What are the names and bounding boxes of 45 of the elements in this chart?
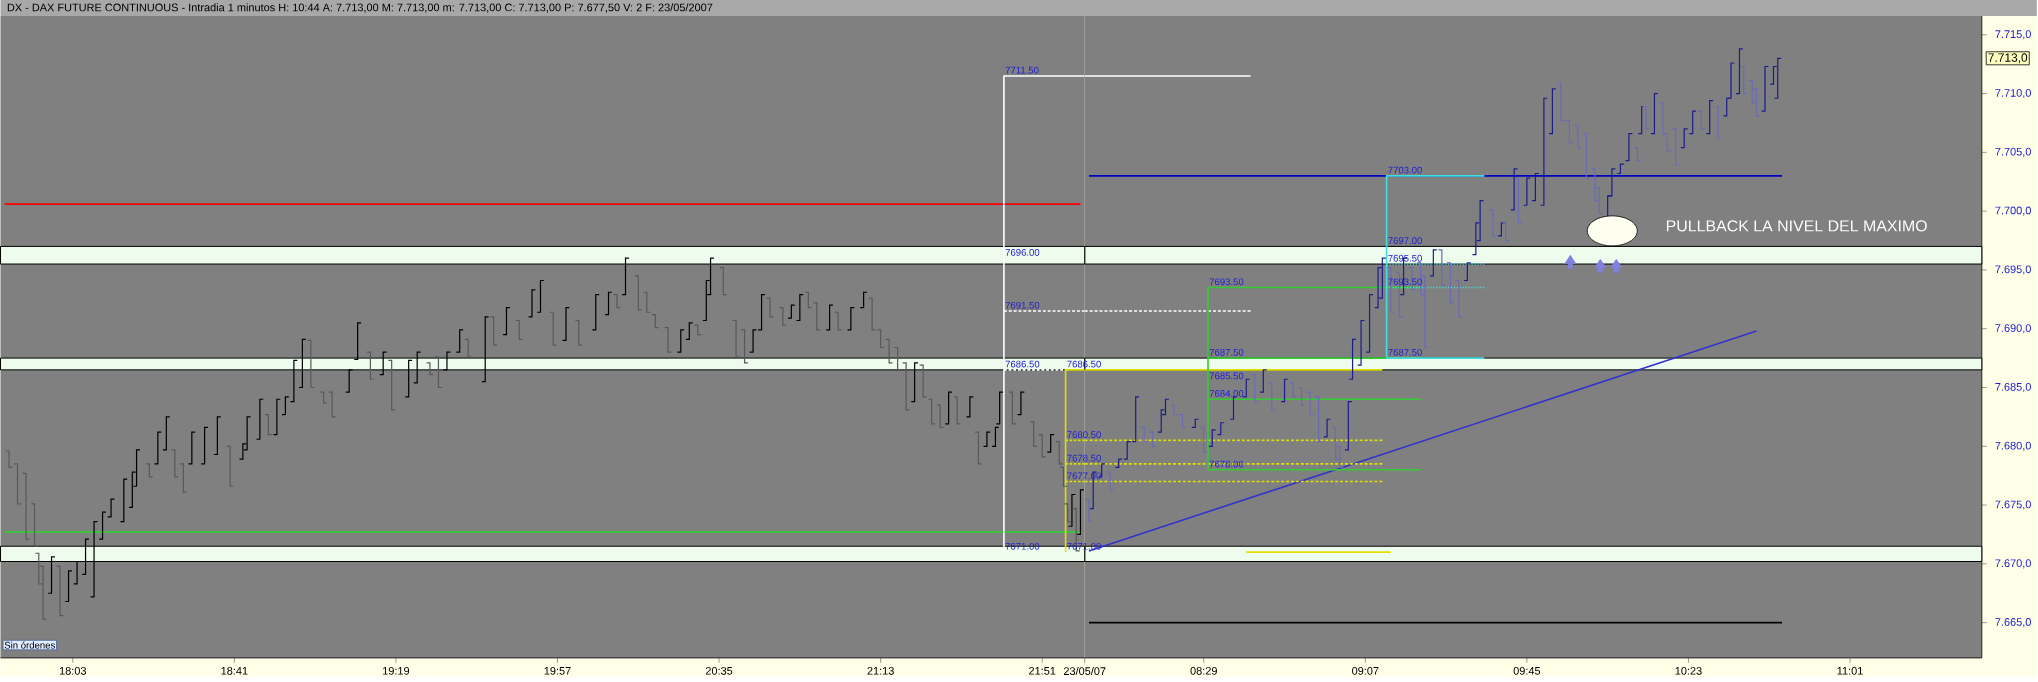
y-tick-label: 7.675,0: [1995, 500, 2031, 510]
y-tick-label: 7.695,0: [1995, 265, 2031, 275]
x-tick-label: 21:13: [867, 667, 894, 675]
x-tick-label: 20:35: [705, 667, 733, 675]
x-tick-label: 08:29: [1190, 667, 1217, 675]
x-tick-label: 09:45: [1513, 667, 1541, 675]
annotation: 7678.50: [1067, 454, 1101, 462]
annotation: PULLBACK LA NIVEL DEL MAXIMO: [1666, 220, 1927, 232]
x-tick-label: 19:19: [383, 667, 410, 675]
annotation: 7687.50: [1388, 349, 1422, 356]
annotation: Sin órdenes: [4, 641, 55, 649]
y-tick-label: 7.690,0: [1995, 324, 2031, 334]
annotation: 7684.00: [1209, 390, 1244, 398]
annotation: 7691.50: [1005, 302, 1040, 309]
text: 7.713,0: [1988, 53, 2028, 64]
annotation: 7703.00: [1388, 166, 1422, 174]
x-tick-label: 10:23: [1675, 667, 1702, 675]
annotation: 7671.00: [1005, 543, 1040, 550]
annotation: 7697.00: [1388, 237, 1422, 245]
y-tick-label: 7.670,0: [1995, 559, 2031, 569]
annotation: 7711.50: [1005, 66, 1039, 74]
x-tick-label: 18:41: [221, 667, 248, 675]
y-tick-label: 7.705,0: [1995, 148, 2031, 158]
annotation: 7687.50: [1209, 349, 1244, 356]
annotation: 7680.50: [1067, 431, 1101, 439]
chart-title: DX - DAX FUTURE CONTINUOUS - Intradia 1 minutos H: 10:44 A: 7.713,00 M: 7.713,00 m: 7.713,00 C: 7.713,00 P: 7.677,50 V: 2 F: 23/05/2007: [7, 3, 713, 13]
x-tick-label: 19:57: [544, 667, 571, 675]
y-tick-label: 7.680,0: [1995, 441, 2031, 451]
annotation: 7693.50: [1209, 278, 1244, 286]
annotation: 7671.00: [1067, 543, 1101, 550]
y-tick-label: 7.700,0: [1995, 206, 2031, 216]
y-tick-label: 7.715,0: [1995, 30, 2031, 40]
x-tick-label: 11:01: [1837, 667, 1863, 675]
annotation: 7695.50: [1388, 255, 1422, 262]
annotation: 7678.00: [1209, 460, 1244, 468]
y-tick-label: 7.710,0: [1995, 89, 2031, 99]
annotation: 7686.50: [1005, 360, 1040, 368]
x-tick-label: 09:07: [1352, 667, 1379, 675]
annotation: 7696.00: [1005, 249, 1040, 256]
y-tick-label: 7.685,0: [1995, 383, 2031, 393]
x-tick-label: 18:03: [59, 667, 87, 675]
x-tick-label: 21:51: [1029, 667, 1056, 675]
y-tick-label: 7.665,0: [1995, 618, 2031, 628]
x-tick-label: 23/05/07: [1063, 667, 1106, 676]
annotation: 7685.50: [1209, 372, 1244, 380]
